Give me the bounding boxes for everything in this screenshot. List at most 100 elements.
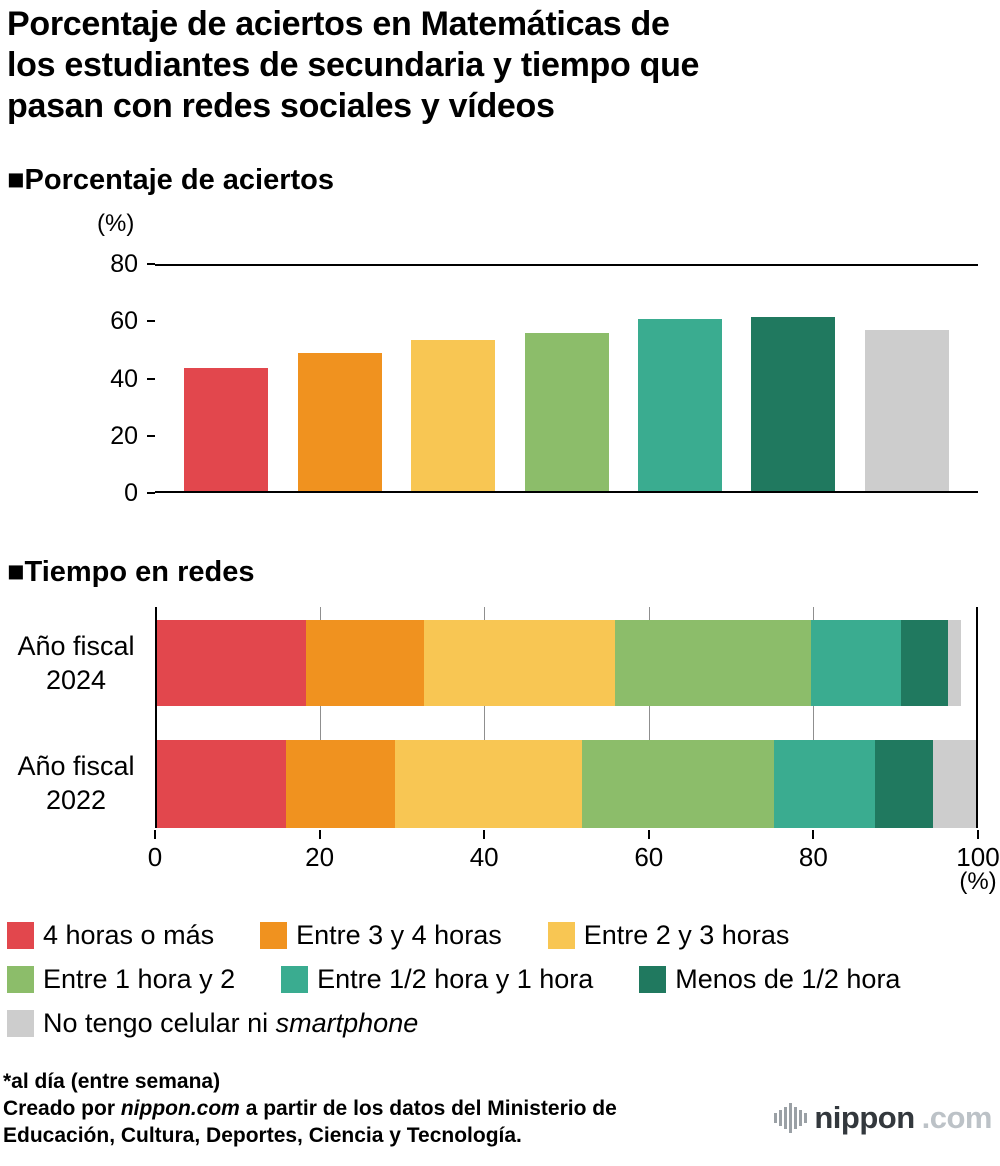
legend-label: Entre 1 hora y 2 [43,964,236,994]
legend-item: No tengo celular ni smartphone [7,1008,418,1039]
time-plot [155,607,978,828]
time-segment-1-2 [395,740,583,828]
time-segment-1-1 [286,740,396,828]
legend-item: Entre 2 y 3 horas [547,920,790,951]
accuracy-ytick-mark [147,320,155,323]
time-segment-1-3 [582,740,774,828]
legend-swatch [7,922,34,949]
accuracy-bars [155,266,978,491]
time-gridline-60 [648,607,650,826]
legend-swatch [639,966,667,993]
time-row-label-line: Año fiscal [17,631,135,661]
credit-source: nippon.com [120,1097,240,1120]
time-row-label-2024: Año fiscal 2024 [0,629,152,697]
accuracy-bar-4 [637,319,722,491]
time-row-0 [157,620,976,706]
page-title-line: pasan con redes sociales y vídeos [7,87,555,125]
legend-item: Menos de 1/2 hora [639,964,900,995]
nippon-logo: nippon .com [774,1100,993,1136]
time-xtick-40: 40 [469,842,499,872]
time-segment-1-4 [773,740,876,828]
accuracy-ytick-20: 20 [110,421,138,450]
legend-swatch [7,966,34,993]
accuracy-bar-5 [751,316,836,491]
time-segment-0-2 [423,620,615,706]
time-gridline-40 [484,607,486,826]
legend: 4 horas o más Entre 3 y 4 horas Entre 2 y … [7,920,900,1039]
accuracy-ytick-mark [147,263,155,265]
legend-item: 4 horas o más [7,920,214,951]
legend-label: Menos de 1/2 hora [675,964,901,994]
time-row-label-line: 2024 [45,665,107,695]
time-segment-0-6 [948,620,962,706]
legend-item: Entre 1/2 hora y 1 hora [281,964,593,995]
time-segment-1-0 [157,740,287,828]
time-xtick-mark [647,830,650,839]
accuracy-ytick-0: 0 [124,479,138,507]
page-title-line: los estudiantes de secundaria y tiempo q… [7,46,700,84]
legend-label: Entre 2 y 3 horas [583,920,790,950]
accuracy-unit-label: (%) [97,210,135,237]
time-xtick-100: 100 [956,842,1000,872]
time-xtick-mark [977,830,979,839]
legend-item: Entre 3 y 4 horas [260,920,502,951]
time-xtick-mark [318,830,321,839]
legend-swatch [7,1010,34,1037]
legend-row-0: 4 horas o más Entre 3 y 4 horas Entre 2 y … [7,920,900,951]
accuracy-chart [155,264,978,493]
time-xtick-mark [483,830,486,839]
nippon-logo-brand: nippon [814,1100,915,1135]
page-title: Porcentaje de aciertos en Matemáticas de… [7,4,699,127]
time-segment-1-6 [933,740,976,828]
legend-item: Entre 1 hora y 2 [7,964,235,995]
legend-label: Entre 1/2 hora y 1 hora [317,964,594,994]
page-title-line: Porcentaje de aciertos en Matemáticas de [7,5,670,43]
time-xtick-80: 80 [798,842,828,872]
time-segment-0-4 [810,620,901,706]
accuracy-ytick-80: 80 [110,250,138,278]
accuracy-ytick-mark [147,377,155,380]
legend-label: No tengo celular ni smartphone [43,1008,419,1038]
time-segment-0-5 [900,620,949,706]
time-segment-0-3 [614,620,811,706]
legend-label: 4 horas o más [43,920,215,950]
time-row-label-line: Año fiscal [17,751,135,781]
time-section-heading: ■Tiempo en redes [7,556,255,588]
time-axis-right-line [976,607,978,826]
legend-swatch [547,922,575,949]
time-xtick-20: 20 [305,842,335,872]
legend-row-1: Entre 1 hora y 2 Entre 1/2 hora y 1 hora M… [7,964,900,995]
legend-swatch [260,922,288,949]
nippon-logo-icon [774,1103,808,1133]
legend-swatch [281,966,309,993]
accuracy-bar-1 [297,353,382,491]
time-xtick-mark [812,830,815,839]
footnote-text: *al día (entre semana) [3,1070,221,1093]
legend-row-2: No tengo celular ni smartphone [7,1008,900,1039]
accuracy-ytick-60: 60 [110,307,138,336]
accuracy-bar-2 [411,339,496,491]
credit-prefix: Creado por [3,1097,121,1120]
time-xtick-60: 60 [634,842,664,872]
credit-rest: a partir de los datos del Ministerio de [239,1097,617,1120]
accuracy-ytick-40: 40 [110,364,138,393]
time-segment-0-1 [306,620,424,706]
accuracy-ytick-mark [147,492,155,494]
time-xaxis: 0 20 40 60 80 100 [148,830,1000,890]
time-gridline-20 [319,607,321,826]
time-xtick-mark [154,830,156,839]
time-gridline-80 [813,607,815,826]
accuracy-bar-6 [864,329,949,491]
accuracy-yaxis: 0 20 40 60 80 [90,250,155,507]
time-unit-label: (%) [959,868,997,895]
time-xtick-0: 0 [147,842,163,872]
accuracy-ytick-mark [147,434,155,437]
footer: *al día (entre semana) Creado por nippon… [3,1068,617,1149]
accuracy-section-heading: ■Porcentaje de aciertos [7,164,334,196]
time-segment-1-5 [875,740,934,828]
credit-line-2: Educación, Cultura, Deportes, Ciencia y … [3,1124,522,1147]
time-segment-0-0 [157,620,307,706]
time-row-1 [157,740,976,828]
accuracy-bar-3 [524,332,609,491]
